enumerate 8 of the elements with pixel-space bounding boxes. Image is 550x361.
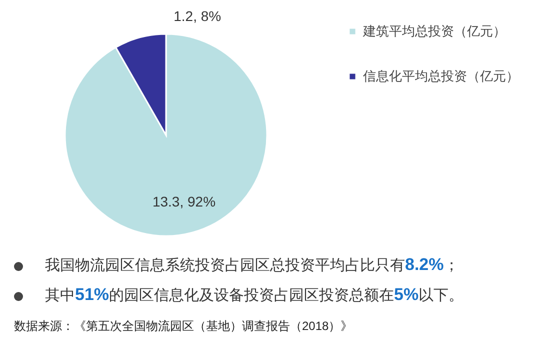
text: 其中51%的园区信息化及设备投资占园区投资总额在5%以下。 [45, 285, 464, 304]
data-label: 13.3, 92% [152, 194, 216, 210]
legend-label: 建筑平均总投资（亿元） [362, 24, 506, 40]
pie-slice [64, 33, 268, 237]
data-label: 1.2, 8% [174, 8, 222, 24]
legend-label: 信息化平均总投资（亿元） [363, 70, 519, 84]
source-note: 数据来源：《第五次全国物流园区（基地）调查报告（2018）》 [14, 318, 354, 335]
text: 我国物流园区信息系统投资占园区总投资平均占比只有8.2%； [45, 255, 459, 274]
